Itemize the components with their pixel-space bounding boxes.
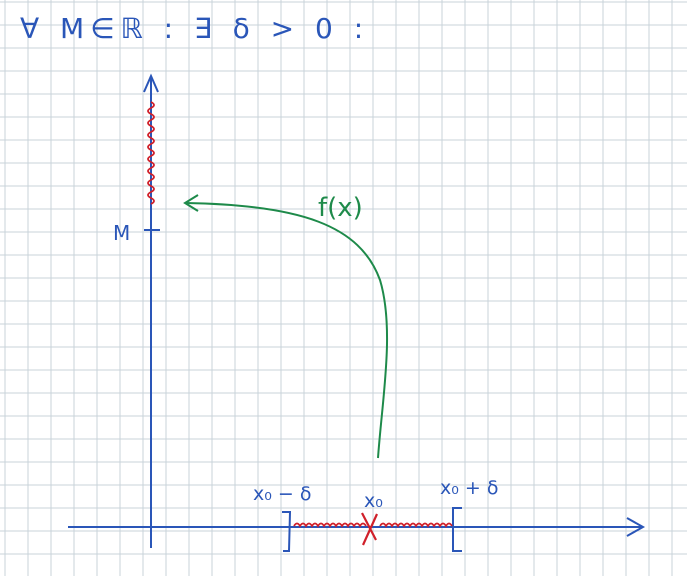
- mapping-arrow: [185, 202, 389, 459]
- y-axis-arrowhead: [143, 73, 159, 93]
- center-point-label: x₀: [364, 490, 383, 512]
- left-bracket: [282, 511, 292, 552]
- left-endpoint-label: x₀ − δ: [253, 483, 311, 505]
- x-axis-arrowhead: [626, 517, 646, 537]
- excluded-point-mark: [361, 512, 379, 546]
- red-squiggle-x: [293, 522, 453, 528]
- y-axis: [143, 73, 159, 548]
- red-squiggle-y: [147, 101, 155, 205]
- mapping-arrowhead: [183, 194, 199, 212]
- quantifier-statement: ∀ M∈ℝ : ∃ δ > 0 :: [20, 12, 369, 45]
- m-label: M: [113, 221, 130, 245]
- function-label: f(x): [318, 193, 363, 223]
- x-axis: [68, 517, 646, 537]
- right-bracket: [452, 507, 462, 552]
- right-endpoint-label: x₀ + δ: [440, 477, 498, 499]
